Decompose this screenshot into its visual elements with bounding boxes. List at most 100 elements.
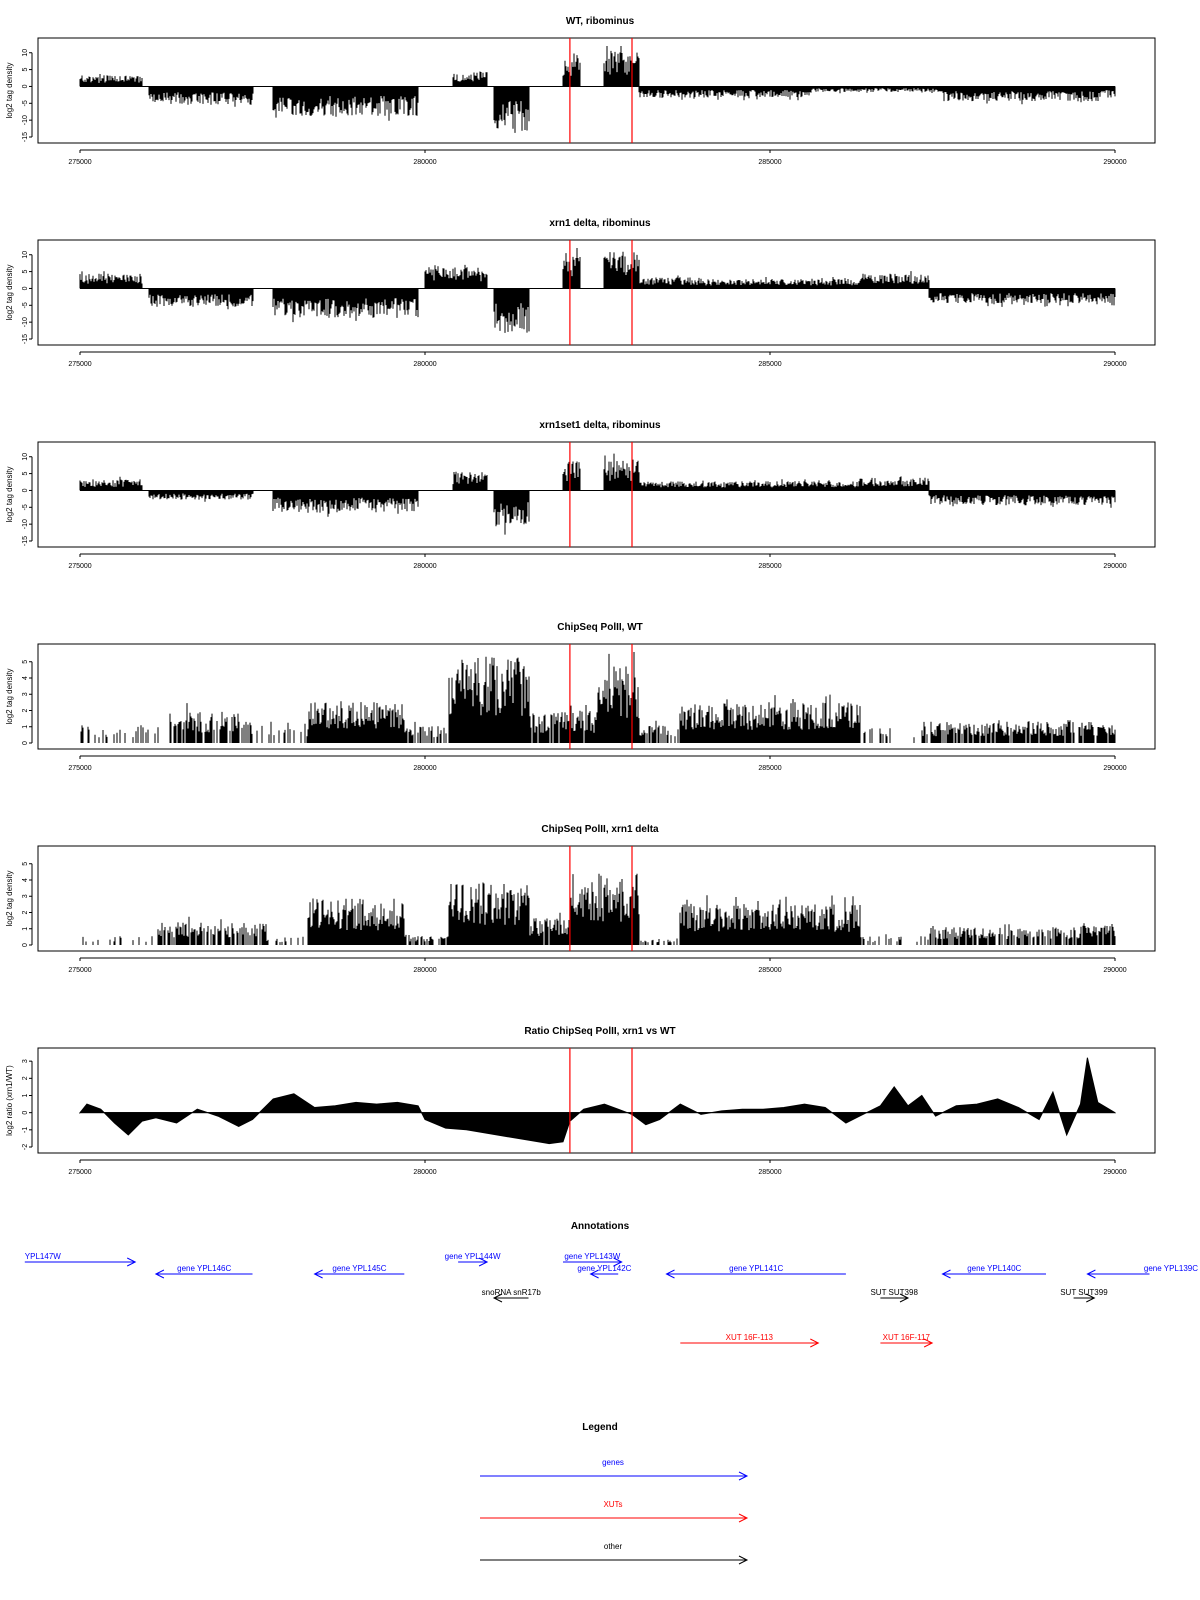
panel-title: ChipSeq PolII, WT <box>557 622 643 633</box>
y-tick-label: 2 <box>22 708 29 712</box>
annotation-feature: gene YPL143W <box>563 1252 623 1267</box>
density-bars <box>148 86 254 107</box>
data-series <box>80 652 1116 743</box>
feature-arrow-head <box>154 1269 165 1279</box>
feature-label: gene YPL141C <box>729 1264 783 1273</box>
annotation-feature: SUT SUT399 <box>1060 1288 1108 1303</box>
density-bars <box>272 86 419 121</box>
density-bars <box>452 71 488 87</box>
x-tick-label: 280000 <box>413 563 436 570</box>
feature-label: gene YPL140C <box>967 1264 1021 1273</box>
panel-title: WT, ribominus <box>566 16 635 27</box>
feature-arrow-head <box>941 1269 951 1279</box>
density-bars <box>80 725 159 743</box>
feature-arrow-head <box>810 1338 820 1348</box>
y-tick-label: 10 <box>22 453 29 461</box>
x-tick-label: 285000 <box>758 361 781 368</box>
y-tick-label: -5 <box>22 302 29 308</box>
y-tick-label: 3 <box>22 1059 29 1063</box>
annotation-feature: XUT 16F-113 <box>680 1333 820 1348</box>
y-tick-label: 5 <box>22 68 29 72</box>
annotation-feature: gene YPL141C <box>665 1264 846 1279</box>
track-panel-4: ChipSeq PolII, WT log2 tag density 0 1 2 3 4 5 2… <box>5 622 1156 772</box>
x-tick-label: 280000 <box>413 765 436 772</box>
track-panels: WT, ribominus log2 tag density -15 -1 0 -5 0 5 1… <box>5 16 1156 1176</box>
density-bars <box>528 912 571 945</box>
y-axis-label: log2 tag density <box>5 870 14 926</box>
density-bars <box>493 86 530 133</box>
density-bars <box>922 720 1116 743</box>
legend-label: other <box>604 1542 623 1551</box>
x-tick-label: 285000 <box>758 563 781 570</box>
legend-label: genes <box>602 1458 624 1467</box>
y-tick-label: 0 <box>22 1111 29 1115</box>
density-bars <box>272 490 419 517</box>
track-panel-5: ChipSeq PolII, xrn1 delta log2 tag densit… <box>5 824 1156 974</box>
feature-arrow-head <box>613 1257 623 1267</box>
x-tick-label: 275000 <box>68 563 91 570</box>
feature-arrow-head <box>313 1269 323 1279</box>
feature-arrow-head <box>478 1257 489 1267</box>
x-tick-label: 285000 <box>758 1169 781 1176</box>
y-axis-label: log2 tag density <box>5 264 14 320</box>
feature-label: gene YPL143W <box>564 1252 620 1261</box>
density-bars <box>79 74 143 87</box>
annotation-track: Annotations YPL147W gene YPL146C gene YPL1… <box>24 1221 1198 1348</box>
feature-label: gene YPL139C <box>1144 1264 1198 1273</box>
x-tick-label: 275000 <box>68 361 91 368</box>
feature-arrow-head <box>589 1269 599 1279</box>
y-tick-label: 1 <box>22 927 29 931</box>
x-tick-label: 285000 <box>758 765 781 772</box>
feature-label: gene YPL145C <box>332 1264 386 1273</box>
y-tick-label: 3 <box>22 894 29 898</box>
density-bars <box>272 288 419 323</box>
density-bars <box>1100 86 1116 98</box>
x-tick-label: 285000 <box>758 967 781 974</box>
x-tick-label: 290000 <box>1103 967 1126 974</box>
y-tick-label: -5 <box>22 504 29 510</box>
annotation-feature: XUT 16F-117 <box>880 1333 934 1348</box>
density-bars <box>928 288 1116 307</box>
feature-label: YPL147W <box>25 1252 61 1261</box>
x-tick-label: 280000 <box>413 361 436 368</box>
panel-frame <box>37 239 1156 346</box>
panel-title: xrn1 delta, ribominus <box>549 218 651 229</box>
ratio-area <box>79 1057 1116 1145</box>
x-tick-label: 280000 <box>413 159 436 166</box>
legend-entry: genes <box>480 1458 749 1481</box>
x-tick-label: 290000 <box>1103 563 1126 570</box>
track-panel-6: Ratio ChipSeq PolII, xrn1 vs WT log2 rati… <box>5 1026 1156 1176</box>
density-bars <box>307 701 405 743</box>
y-axis-label: log2 tag density <box>5 62 14 118</box>
annotations-title: Annotations <box>571 1221 630 1232</box>
density-bars <box>700 277 861 289</box>
legend-arrow-head <box>738 1513 749 1523</box>
data-series <box>79 1057 1116 1145</box>
density-bars <box>448 882 530 945</box>
density-bars <box>859 476 930 491</box>
y-axis-label: log2 tag density <box>5 466 14 522</box>
y-tick-label: -15 <box>22 132 29 142</box>
track-panel-2: xrn1 delta, ribominus log2 tag density -15… <box>5 218 1156 368</box>
x-tick-label: 275000 <box>68 1169 91 1176</box>
track-panel-3: xrn1set1 delta, ribominus log2 tag densit… <box>5 420 1156 570</box>
density-bars <box>1080 923 1116 945</box>
panel-title: xrn1set1 delta, ribominus <box>539 420 661 431</box>
annotation-feature: gene YPL142C <box>577 1264 632 1279</box>
y-tick-label: -1 <box>22 1127 29 1133</box>
annotation-feature: snoRNA snR17b <box>482 1288 541 1303</box>
data-series <box>79 248 1116 333</box>
y-tick-label: 5 <box>22 270 29 274</box>
panel-frame <box>37 845 1156 952</box>
y-tick-label: 2 <box>22 910 29 914</box>
y-axis-label: log2 tag density <box>5 668 14 724</box>
feature-label: gene YPL142C <box>577 1264 631 1273</box>
x-tick-label: 280000 <box>413 1169 436 1176</box>
x-tick-label: 280000 <box>413 967 436 974</box>
y-tick-label: 0 <box>22 84 29 88</box>
x-tick-label: 290000 <box>1103 159 1126 166</box>
density-bars <box>448 656 530 743</box>
x-tick-label: 290000 <box>1103 1169 1126 1176</box>
